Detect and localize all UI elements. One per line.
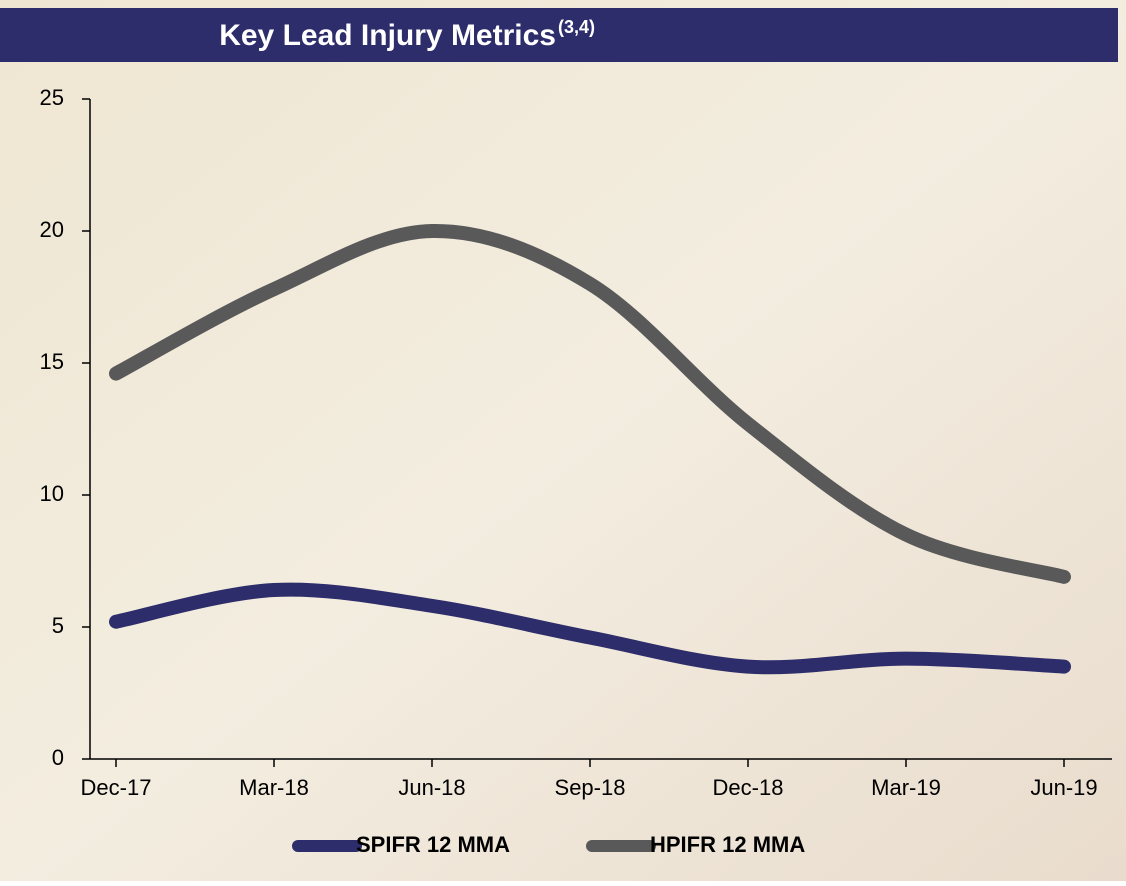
legend-label: HPIFR 12 MMA	[650, 832, 805, 857]
y-tick-label: 0	[52, 745, 64, 770]
title-note: (3,4)	[558, 17, 595, 37]
x-tick-label: Dec-17	[81, 775, 152, 800]
x-tick-label: Mar-18	[239, 775, 309, 800]
legend-label: SPIFR 12 MMA	[356, 832, 510, 857]
y-tick-label: 10	[40, 481, 64, 506]
y-tick-label: 20	[40, 217, 64, 242]
x-tick-label: Dec-18	[713, 775, 784, 800]
x-tick-label: Jun-18	[398, 775, 465, 800]
chart: Key Lead Injury Metrics (3,4) 0 5 10 15 20 25…	[0, 0, 1126, 881]
x-tick-label: Mar-19	[871, 775, 941, 800]
x-tick-label: Sep-18	[555, 775, 626, 800]
background	[0, 0, 1126, 881]
chart-title: Key Lead Injury Metrics	[219, 19, 556, 52]
y-tick-label: 25	[40, 85, 64, 110]
y-tick-label: 15	[40, 349, 64, 374]
y-tick-label: 5	[52, 613, 64, 638]
x-tick-label: Jun-19	[1030, 775, 1097, 800]
